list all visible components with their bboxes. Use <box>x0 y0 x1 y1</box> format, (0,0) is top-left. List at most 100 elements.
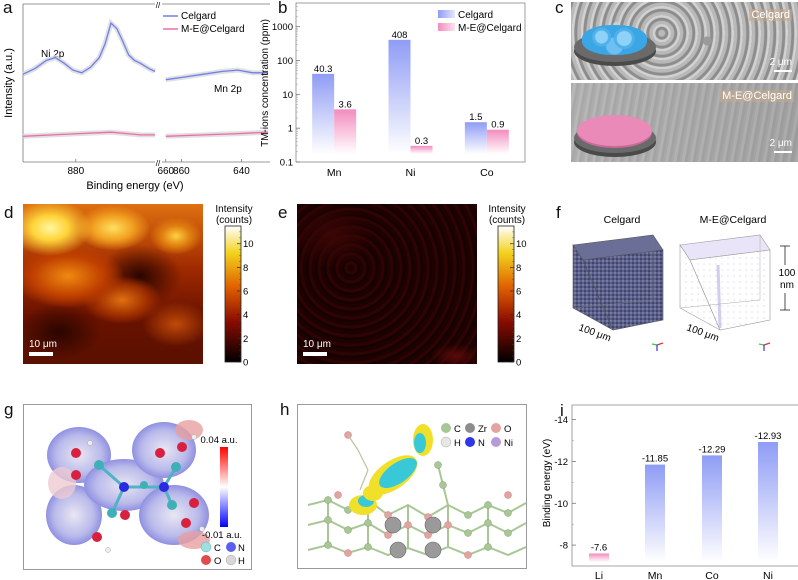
z-scale-value: 100 <box>779 268 796 279</box>
bar-ni <box>758 442 778 562</box>
esp-colorbar <box>220 447 228 527</box>
esp-min-label: -0.01 a.u. <box>202 530 242 541</box>
x-tick-label: 880 <box>67 166 84 177</box>
legend-label-me-celgard: M-E@Celgard <box>458 23 522 34</box>
x-tick-label: Ni <box>763 570 773 580</box>
colorbar-tick-label: 4 <box>243 310 248 321</box>
y-axis-label: TM-ions concentration (ppm) <box>260 19 271 147</box>
scale-label-top: 2 μm <box>769 57 792 68</box>
zr-atoms <box>384 516 442 559</box>
legend-swatch-celgard <box>438 10 455 18</box>
x-tick-label: Co <box>480 167 494 179</box>
x-tick-label: 660 <box>157 166 174 177</box>
panel-label-g: g <box>4 400 14 419</box>
bar-me-celgard <box>486 129 509 154</box>
annotation-mn-2p: Mn 2p <box>214 84 242 95</box>
esp-map: 0.04 a.u. -0.01 a.u. C N O H <box>23 404 252 570</box>
bar-mn <box>645 464 665 562</box>
colorbar-title-e: Intensity <box>488 204 525 215</box>
y-tick-label: 1 <box>288 124 293 135</box>
annotation-ni-2p: Ni 2p <box>41 49 65 60</box>
y-tick-label: -10 <box>554 499 568 510</box>
colorbar-tick-label: 8 <box>516 263 521 274</box>
esp-max-label: 0.04 a.u. <box>201 435 238 446</box>
y-tick-label: 0.1 <box>280 158 293 169</box>
axis-break-mark: // <box>156 1 161 10</box>
disk-illustration-celgard <box>574 22 659 70</box>
colorbar-title-d: Intensity <box>215 204 252 215</box>
z-scale-unit: nm <box>780 280 794 291</box>
disk-illustration-me-celgard <box>574 113 659 157</box>
panel-label-f: f <box>556 203 561 222</box>
colorbar-gradient-e <box>497 225 515 363</box>
svg-text:H: H <box>238 556 245 567</box>
y-tick-label: 1000 <box>272 22 293 33</box>
scale-bar-e <box>303 352 327 356</box>
plot-frame <box>295 2 526 163</box>
x-tick-label: Co <box>705 570 719 580</box>
adsorbate-molecule <box>347 434 369 491</box>
panel-label-c: c <box>555 0 564 17</box>
colorbar-subtitle-d: (counts) <box>216 215 252 226</box>
raw-data-band <box>165 67 268 83</box>
colorbar-tick-label: 8 <box>243 263 248 274</box>
svg-text:N: N <box>238 543 245 554</box>
tof-sims-map-celgard: 10 μm <box>23 204 203 364</box>
sem-tag-me-celgard: M-E@Celgard <box>720 90 794 102</box>
panel-label-d: d <box>4 203 14 222</box>
3d-tof-sims: Celgard M-E@Celgard 100 μm 100 μm 100 nm <box>572 214 796 351</box>
legend-label-me-celgard: M-E@Celgard <box>181 24 245 35</box>
bar-value-label: 3.6 <box>339 99 352 110</box>
y-axis-label: Binding energy (eV) <box>542 439 553 527</box>
panel-label-a: a <box>3 0 13 17</box>
bar-value-label: -7.6 <box>591 542 607 553</box>
x-tick-label: Mn <box>327 167 342 179</box>
series-line-celgard <box>165 69 268 81</box>
sem-image-celgard: Celgard 2 μm <box>571 2 798 80</box>
scale-label-e: 10 μm <box>303 339 331 350</box>
colorbar-tick-label: 2 <box>516 334 521 345</box>
charge-density-structure: C Zr O H N Ni <box>307 423 526 559</box>
bar-value-label: 408 <box>392 30 408 41</box>
cube-title-me-celgard: M-E@Celgard <box>700 214 767 226</box>
x-axis-label: Binding energy (eV) <box>86 180 183 192</box>
bar-me-celgard <box>334 109 357 154</box>
dft-model: C Zr O H N Ni <box>297 404 527 569</box>
sem-tag-celgard: Celgard <box>749 9 792 21</box>
scale-bar-top <box>774 70 792 72</box>
sem-image-me-celgard: M-E@Celgard 2 μm <box>571 83 798 162</box>
scale-label-d: 10 μm <box>29 339 57 350</box>
colorbar-tick-label: 10 <box>243 239 254 250</box>
svg-text:O: O <box>214 556 221 567</box>
bar-co <box>702 455 722 562</box>
svg-text:Zr: Zr <box>478 424 487 435</box>
atom-legend-h: C Zr O H N Ni <box>440 423 513 449</box>
svg-text:N: N <box>478 438 485 449</box>
cube-title-celgard: Celgard <box>604 214 641 226</box>
colorbar-tick-label: 2 <box>243 334 248 345</box>
axis-break-mark: // <box>156 159 161 168</box>
series-line-me-celgard <box>165 131 269 137</box>
y-tick-label: 10 <box>282 90 293 101</box>
colorbar-tick-label: 10 <box>516 239 527 250</box>
colorbar-tick-label: 0 <box>243 358 248 369</box>
y-axis-label: Intensity (a.u.) <box>3 48 15 118</box>
bar-value-label: 40.3 <box>314 64 333 75</box>
framework-bonds <box>307 464 526 557</box>
x-tick-label: 860 <box>173 166 190 177</box>
series-line-me-celgard <box>22 131 155 137</box>
colorbar-e: Intensity (counts) 10 8 6 4 2 0 <box>488 204 527 369</box>
molecule-esp-surface: 0.04 a.u. -0.01 a.u. C N O H <box>46 420 245 567</box>
bar-value-label: 0.9 <box>491 120 504 131</box>
panel-label-b: b <box>278 0 288 17</box>
y-tick-label: 100 <box>277 56 293 67</box>
bar-celgard <box>312 73 335 154</box>
bar-celgard <box>464 122 487 154</box>
x-tick-label: Li <box>595 570 603 580</box>
panel-label-e: e <box>278 203 288 222</box>
x-tick-label: Ni <box>406 167 416 179</box>
colorbar-d: Intensity (counts) 10 8 6 4 2 0 <box>215 204 254 369</box>
y-tick-label: -12 <box>554 457 568 468</box>
bar-value-label: 0.3 <box>415 136 428 147</box>
